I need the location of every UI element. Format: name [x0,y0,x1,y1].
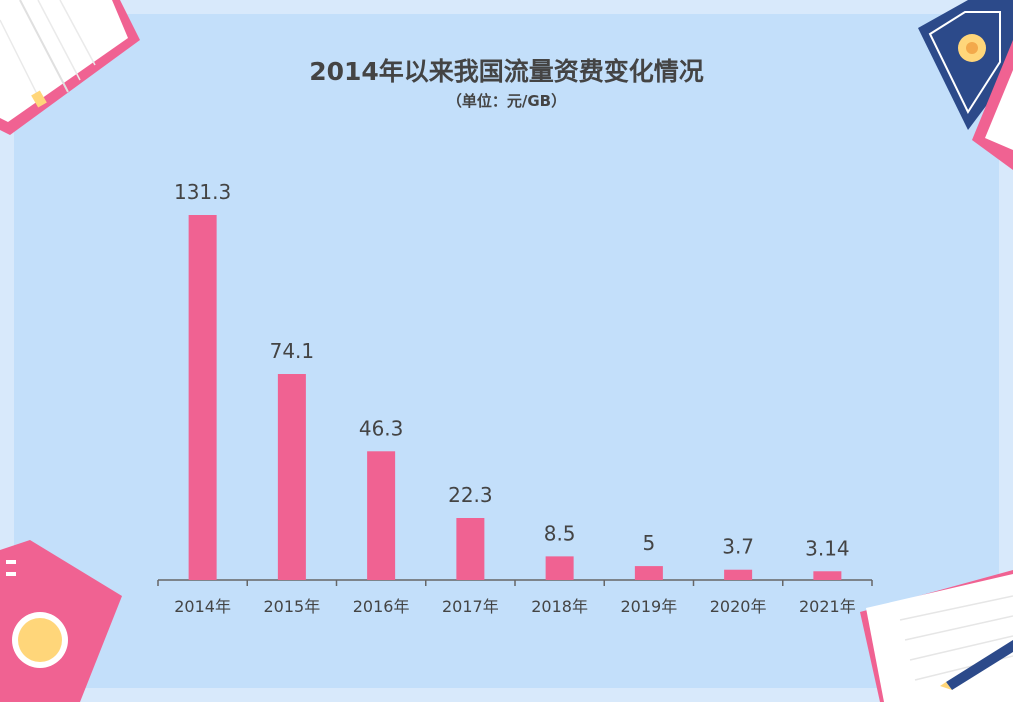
data-label: 46.3 [359,416,404,440]
x-tick-label: 2014年 [174,597,231,616]
chart-title: 2014年以来我国流量资费变化情况 [309,57,704,86]
notebook-icon [0,540,122,702]
x-tick-label: 2017年 [442,597,499,616]
bar [813,571,842,580]
bar [367,451,396,580]
x-tick-label: 2018年 [531,597,588,616]
data-label: 5 [643,531,656,555]
bar [634,566,663,580]
x-tick-label: 2016年 [353,597,410,616]
pen-icon [940,640,1013,690]
bar [188,215,217,580]
bar [724,569,753,580]
x-tick-label: 2019年 [621,597,678,616]
data-label: 74.1 [270,339,315,363]
notebook-icon [918,0,1013,170]
data-label: 131.3 [174,180,231,204]
data-label: 22.3 [448,483,493,507]
data-label: 3.7 [722,535,754,559]
x-tick-label: 2015年 [264,597,321,616]
data-label: 8.5 [544,521,576,545]
bar [456,518,485,580]
open-book-icon [0,0,140,135]
data-label: 3.14 [805,536,850,560]
chart-subtitle: （单位：元/GB） [446,92,567,110]
bar [545,556,574,580]
bar [277,374,306,580]
x-tick-label: 2020年 [710,597,767,616]
x-tick-label: 2021年 [799,597,856,616]
